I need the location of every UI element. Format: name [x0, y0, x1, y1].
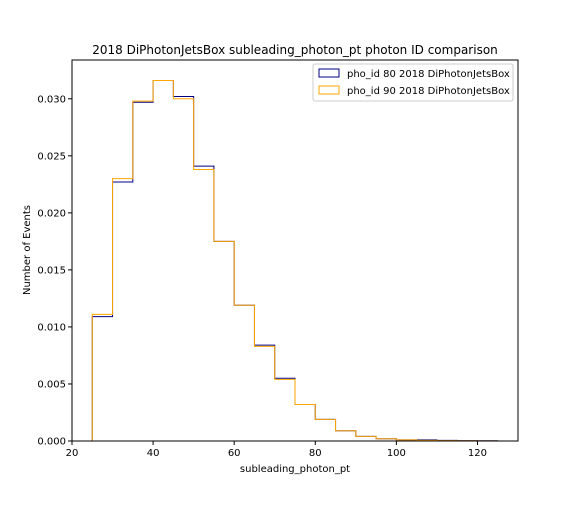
y-axis-label: Number of Events: [22, 205, 33, 295]
y-tick-label: 0.005: [37, 379, 66, 390]
y-tick-label: 0.020: [37, 208, 66, 219]
x-tick-label: 120: [468, 448, 487, 459]
y-tick-label: 0.030: [37, 94, 66, 105]
y-tick-label: 0.010: [37, 322, 66, 333]
x-tick-label: 60: [228, 448, 241, 459]
x-tick-label: 40: [147, 448, 160, 459]
x-tick-label: 80: [309, 448, 322, 459]
legend-box: [312, 63, 514, 102]
legend-swatch-series-2: [318, 85, 340, 95]
legend-label-series-1: pho_id 80 2018 DiPhotonJetsBox: [347, 69, 510, 80]
series-2-step-line: [91, 80, 499, 442]
y-axis: 0.000 0.005 0.010 0.015 0.020 0.025 0.030: [37, 94, 72, 448]
y-tick-label: 0.015: [37, 265, 66, 276]
legend-label-series-2: pho_id 90 2018 DiPhotonJetsBox: [347, 86, 510, 97]
legend: pho_id 80 2018 DiPhotonJetsBox pho_id 90…: [312, 63, 514, 102]
axes-frame: [71, 59, 519, 442]
plot-area: [91, 80, 499, 442]
x-tick-label: 100: [387, 448, 406, 459]
x-tick-label: 20: [66, 448, 79, 459]
chart-title: 2018 DiPhotonJetsBox subleading_photon_p…: [92, 43, 498, 57]
y-tick-label: 0.025: [37, 151, 66, 162]
legend-swatch-series-1: [318, 68, 340, 78]
x-axis-label: subleading_photon_pt: [240, 464, 350, 475]
x-axis: 20 40 60 80 100 120: [66, 441, 487, 459]
y-tick-label: 0.000: [37, 437, 66, 448]
